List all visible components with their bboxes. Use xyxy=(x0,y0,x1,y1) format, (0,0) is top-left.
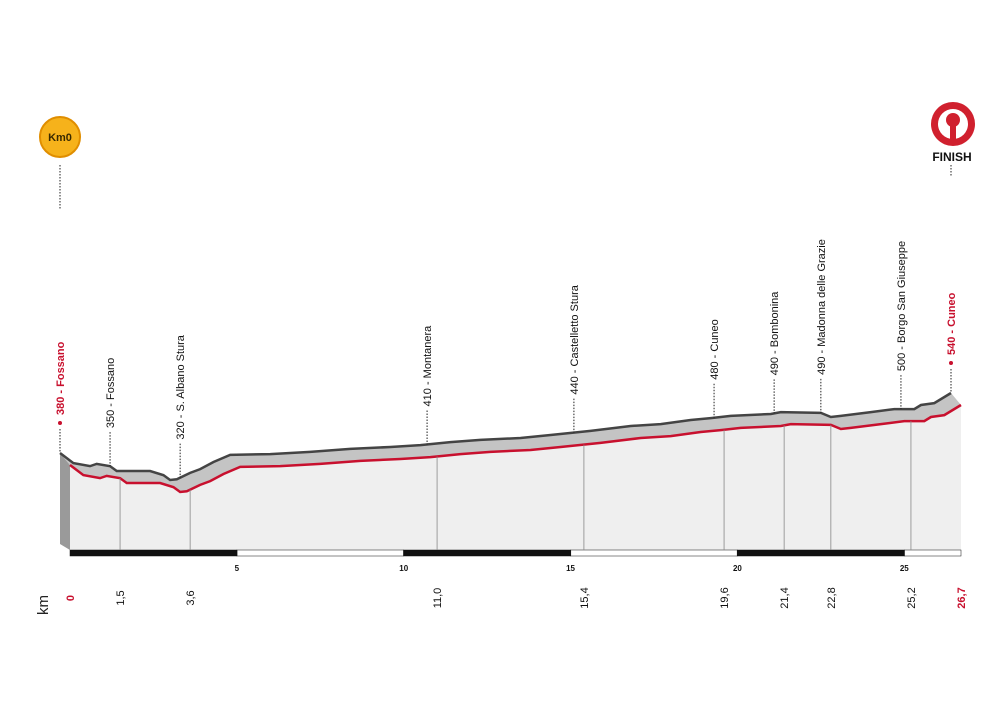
profile-top-edge xyxy=(59,391,952,482)
scale-tick-label: 15 xyxy=(566,564,575,573)
start-badge xyxy=(39,116,81,158)
finish-icon: FINISH xyxy=(931,102,975,164)
waypoint-label: 500 - Borgo San Giuseppe xyxy=(896,241,908,371)
x-axis-label: km xyxy=(35,595,52,615)
scale-tick-label: 25 xyxy=(900,564,909,573)
km-label: 21,4 xyxy=(779,587,791,608)
km-label: 26,7 xyxy=(956,587,968,608)
km-label: 15,4 xyxy=(579,587,591,608)
km-label: 3,6 xyxy=(185,590,197,605)
waypoint-label: 480 - Cuneo xyxy=(709,319,721,380)
km-label: 19,6 xyxy=(719,587,731,608)
km-label: 11,0 xyxy=(432,588,444,609)
scale-segment xyxy=(236,549,404,557)
scale-segment xyxy=(69,549,238,557)
km-label: 1,5 xyxy=(115,590,127,605)
scale-tick-label: 10 xyxy=(399,564,408,573)
waypoint-label: 380 - Fossano xyxy=(55,341,67,415)
profile-front xyxy=(70,405,961,550)
scale-segment xyxy=(570,549,738,557)
scale-segment xyxy=(904,549,962,557)
waypoint-label: 540 - Cuneo xyxy=(946,292,958,355)
waypoint-label: 410 - Montanera xyxy=(422,325,434,407)
scale-segment xyxy=(737,549,905,557)
start-icon: Km0 xyxy=(39,116,81,158)
scale-tick-label: 20 xyxy=(733,564,742,573)
waypoint-label: 320 - S. Albano Stura xyxy=(175,334,187,439)
scale-segment xyxy=(403,549,571,557)
waypoint-label: 350 - Fossano xyxy=(105,358,117,428)
waypoint-dot xyxy=(949,361,953,365)
km-label: 25,2 xyxy=(906,587,918,608)
waypoint-label: 440 - Castelletto Stura xyxy=(569,284,581,394)
waypoint-dot xyxy=(58,421,62,425)
km-label: 22,8 xyxy=(826,587,838,608)
km-label: 0 xyxy=(65,595,77,601)
waypoint-label: 490 - Bombonina xyxy=(769,291,781,376)
finish-icon-label: FINISH xyxy=(932,150,971,164)
profile-line xyxy=(69,403,962,494)
profile-side xyxy=(60,453,70,550)
start-icon-label: Km0 xyxy=(48,132,72,144)
finish-badge-stem xyxy=(950,125,956,139)
finish-badge-core xyxy=(946,113,960,127)
scale-tick-label: 5 xyxy=(235,564,240,573)
profile-top xyxy=(60,393,961,492)
waypoint-label: 490 - Madonna delle Grazie xyxy=(816,239,828,375)
